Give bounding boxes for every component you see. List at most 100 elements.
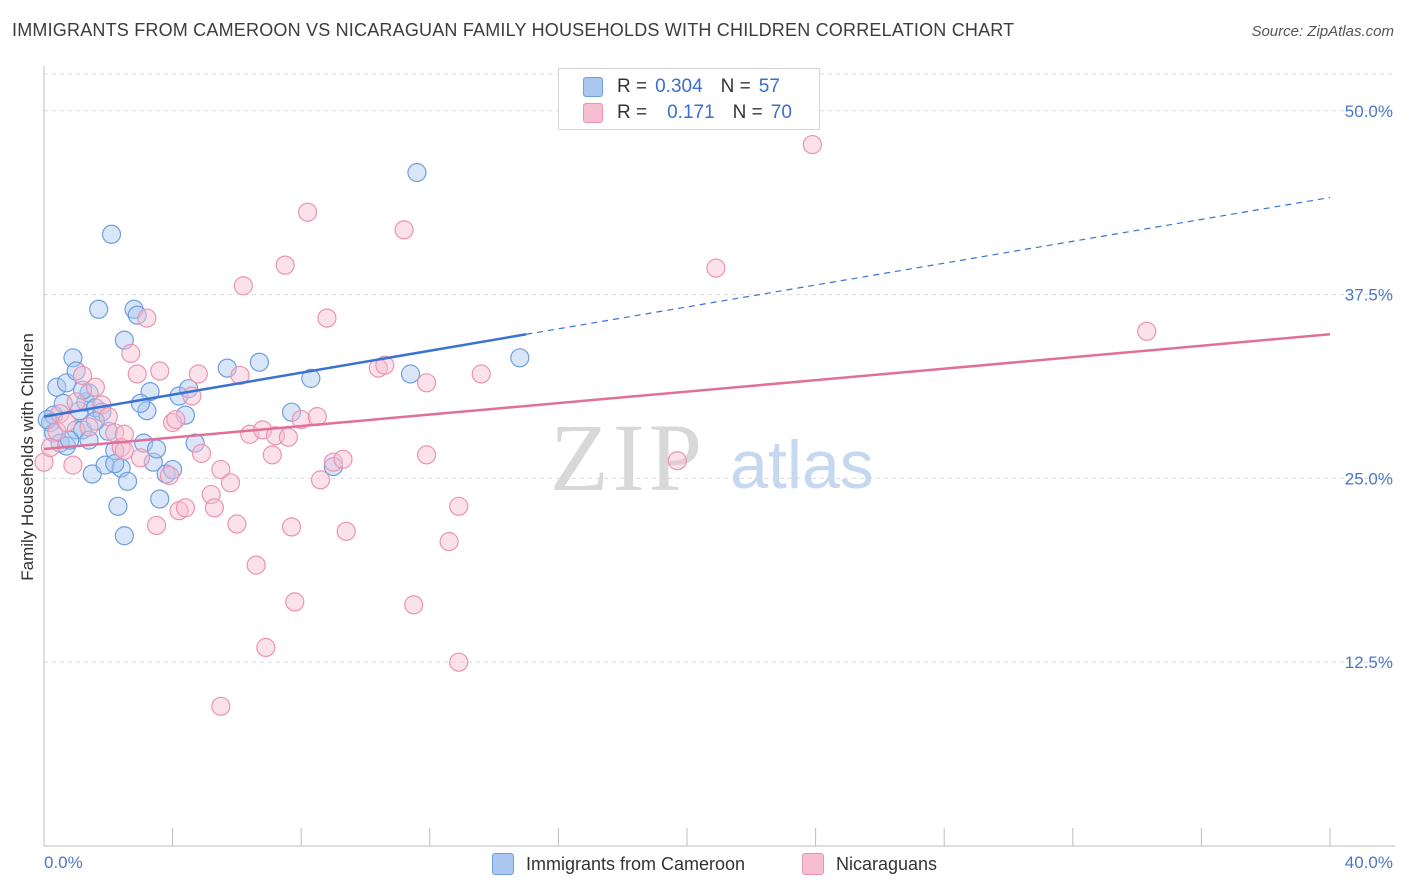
- point-nicaraguan: [79, 417, 99, 437]
- point-nicaraguan: [802, 134, 822, 155]
- point-nicaraguan: [246, 555, 266, 575]
- point-cameroon: [323, 457, 343, 477]
- point-nicaraguan: [98, 407, 118, 427]
- point-cameroon: [150, 489, 170, 509]
- point-nicaraguan: [667, 451, 687, 471]
- point-cameroon: [281, 402, 302, 422]
- point-nicaraguan: [230, 365, 250, 386]
- point-cameroon: [407, 162, 427, 183]
- legend-item-nicaraguans: Nicaraguans: [802, 852, 937, 876]
- point-nicaraguan: [227, 514, 247, 534]
- point-nicaraguan: [416, 373, 437, 393]
- legend-r-label: R =: [617, 76, 648, 97]
- point-cameroon: [249, 352, 270, 372]
- y-tick-label: 12.5%: [1345, 653, 1393, 672]
- legend-r-value: 0.304: [655, 76, 703, 97]
- point-nicaraguan: [336, 521, 356, 541]
- point-nicaraguan: [256, 637, 276, 658]
- point-nicaraguan: [211, 696, 231, 716]
- grid-lines: [44, 73, 1395, 663]
- point-nicaraguan: [63, 455, 83, 475]
- watermark-atlas: atlas: [730, 427, 874, 503]
- trend-lines: [43, 196, 1331, 451]
- y-tick-label: 50.0%: [1345, 102, 1393, 121]
- legend-n-value: 70: [770, 102, 792, 123]
- point-cameroon: [130, 393, 151, 413]
- point-nicaraguan: [298, 202, 318, 222]
- point-nicaraguan: [72, 365, 93, 386]
- point-cameroon: [117, 471, 138, 491]
- point-cameroon: [400, 364, 421, 384]
- point-nicaraguan: [114, 440, 134, 461]
- point-nicaraguan: [281, 517, 302, 537]
- point-nicaraguan: [159, 465, 179, 486]
- y-tick-label: 25.0%: [1345, 469, 1393, 488]
- point-nicaraguan: [127, 364, 147, 384]
- source-label: Source: ZipAtlas.com: [1251, 23, 1394, 40]
- point-cameroon: [47, 377, 67, 397]
- point-nicaraguan: [233, 276, 253, 296]
- legend-n-label: N =: [720, 76, 751, 97]
- legend-r-value: 0.171: [667, 102, 715, 123]
- watermark-zip: ZIP: [550, 404, 706, 511]
- point-nicaraguan: [333, 449, 353, 469]
- point-nicaraguan: [291, 409, 311, 430]
- legend-swatch-pink: [583, 103, 603, 123]
- point-cameroon: [510, 348, 530, 368]
- point-nicaraguan: [220, 473, 241, 493]
- point-nicaraguan: [317, 308, 337, 328]
- trend-line-nicaraguans: [43, 333, 1331, 451]
- point-cameroon: [101, 224, 122, 244]
- point-nicaraguan: [166, 409, 186, 430]
- x-tick-label: 0.0%: [44, 853, 83, 872]
- point-nicaraguan: [85, 377, 106, 397]
- point-cameroon: [89, 299, 109, 319]
- point-nicaraguan: [175, 498, 196, 518]
- trend-line-cameroon: [43, 333, 527, 418]
- point-nicaraguan: [394, 220, 414, 240]
- chart-title: IMMIGRANTS FROM CAMEROON VS NICARAGUAN F…: [12, 20, 1015, 40]
- legend-swatch-blue: [583, 77, 603, 97]
- point-cameroon: [163, 459, 183, 480]
- point-cameroon: [137, 401, 157, 421]
- point-nicaraguan: [130, 448, 151, 468]
- point-cameroon: [105, 454, 125, 474]
- point-cameroon: [108, 496, 128, 516]
- point-nicaraguan: [114, 424, 134, 444]
- point-nicaraguan: [375, 355, 395, 375]
- legend-swatch-pink: [802, 853, 824, 875]
- point-nicaraguan: [310, 470, 331, 490]
- point-nicaraguan: [404, 595, 424, 615]
- legend-swatch-blue: [492, 853, 514, 875]
- watermark: ZIP atlas: [550, 404, 874, 511]
- point-nicaraguan: [137, 308, 157, 328]
- point-nicaraguan: [211, 459, 231, 480]
- point-nicaraguan: [146, 515, 167, 536]
- point-nicaraguan: [278, 427, 298, 447]
- point-nicaraguan: [262, 445, 282, 465]
- point-nicaraguan: [706, 258, 726, 278]
- legend-n-value: 57: [758, 76, 780, 97]
- point-nicaraguan: [66, 392, 86, 412]
- point-nicaraguan: [275, 255, 295, 275]
- point-nicaraguan: [471, 364, 491, 384]
- legend-label: Immigrants from Cameroon: [526, 853, 746, 874]
- legend-row-nicaraguans: R = 0.171 N = 70: [583, 100, 792, 126]
- point-cameroon: [95, 455, 115, 475]
- point-nicaraguan: [439, 532, 459, 552]
- legend-item-cameroon: Immigrants from Cameroon: [492, 852, 745, 876]
- legend-row-cameroon: R = 0.304 N = 57: [583, 74, 780, 100]
- point-nicaraguan: [191, 443, 212, 463]
- legend-n-label: N =: [732, 102, 763, 123]
- point-cameroon: [146, 439, 167, 459]
- axes: [43, 66, 1395, 847]
- correlation-legend: R = 0.304 N = 57 R = 0.171 N = 70: [558, 68, 820, 130]
- point-nicaraguan: [188, 364, 208, 384]
- point-nicaraguan: [204, 498, 224, 518]
- point-nicaraguan: [449, 652, 469, 672]
- legend-r-label: R =: [617, 102, 648, 123]
- point-nicaraguan: [121, 343, 141, 363]
- point-cameroon: [185, 433, 205, 453]
- point-nicaraguan: [56, 412, 77, 433]
